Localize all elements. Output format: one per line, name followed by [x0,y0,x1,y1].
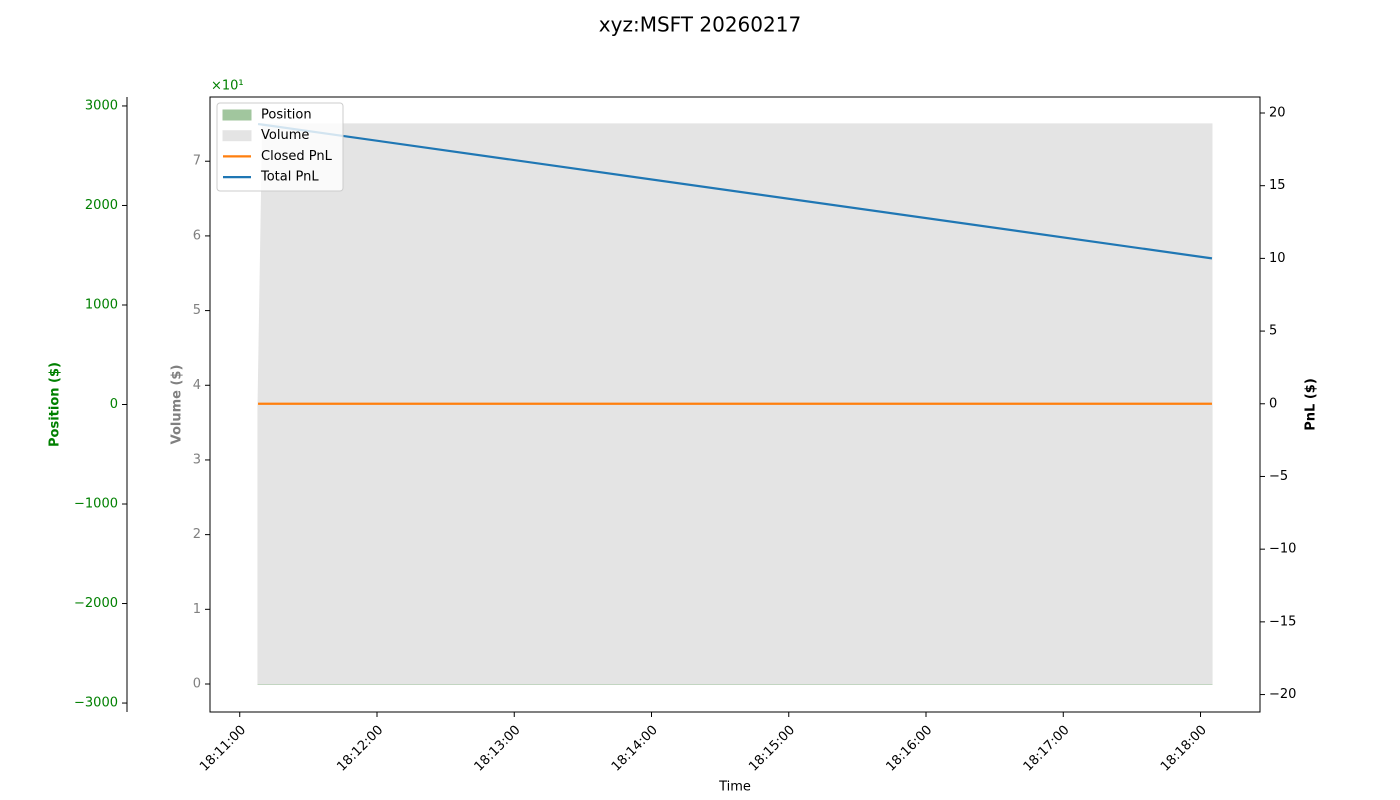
x-tick-label: 18:11:00 [197,723,249,775]
x-tick-label: 18:14:00 [609,723,661,775]
y-tick-label: −3000 [74,696,118,711]
y-tick-label: 6 [193,228,201,243]
y-axis-label: Position ($) [48,362,63,447]
x-axis-label: Time [718,780,751,795]
legend-swatch [222,130,252,142]
x-tick-label: 18:13:00 [472,723,524,775]
y-tick-label: −10 [1269,542,1296,557]
x-tick-label: 18:16:00 [883,723,935,775]
y-tick-label: 3000 [85,98,118,113]
y-tick-label: 5 [193,303,201,318]
y-tick-label: 3 [193,452,201,467]
x-tick-label: 18:17:00 [1021,723,1073,775]
y-tick-label: 1000 [85,297,118,312]
y-tick-label: 5 [1269,324,1277,339]
y-tick-label: 1 [193,602,201,617]
x-tick-label: 18:18:00 [1158,723,1210,775]
plot-frame [209,96,1261,713]
offset-label: ×10¹ [211,79,244,94]
y-tick-label: −15 [1269,614,1296,629]
legend-label: Total PnL [260,170,319,185]
chart-title: xyz:MSFT 20260217 [599,13,801,37]
legend-swatch [222,109,252,121]
x-tick-label: 18:12:00 [334,723,386,775]
y-tick-label: 0 [1269,396,1277,411]
y-tick-label: −20 [1269,687,1296,702]
legend-label: Position [261,108,312,123]
legend-label: Volume [261,128,309,143]
legend-label: Closed PnL [261,149,333,164]
y-tick-label: 0 [110,397,118,412]
y-tick-label: 20 [1269,105,1286,120]
y-tick-label: 0 [193,676,201,691]
y-tick-label: −2000 [74,596,118,611]
x-tick-label: 18:15:00 [746,723,798,775]
y-tick-label: −1000 [74,497,118,512]
y-tick-label: 4 [193,378,201,393]
y-tick-label: 10 [1269,251,1286,266]
y-tick-label: −5 [1269,469,1288,484]
legend-box [216,102,344,192]
y-tick-label: 15 [1269,178,1286,193]
y-axis-label: PnL ($) [1304,378,1319,431]
y-tick-label: 7 [193,154,201,169]
y-axis-label: Volume ($) [170,365,185,445]
y-tick-label: 2 [193,527,201,542]
y-tick-label: 2000 [85,198,118,213]
